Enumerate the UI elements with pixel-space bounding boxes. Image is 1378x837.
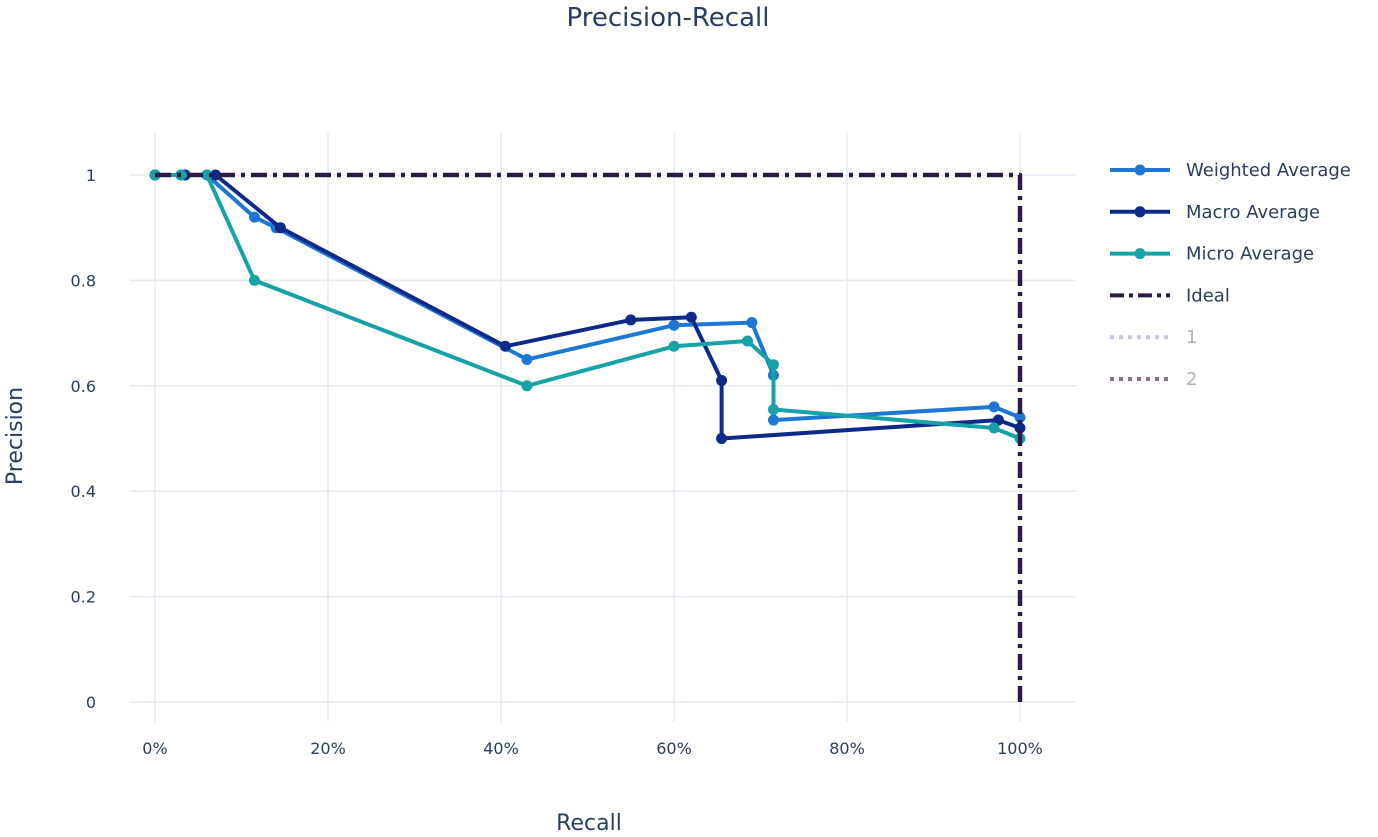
- series-line-micro-average: [155, 173, 1021, 441]
- x-tick-label: 0%: [142, 739, 167, 758]
- data-point-weighted-average: [988, 401, 1000, 413]
- plot-series: [149, 169, 1026, 702]
- y-tick-label: 0.4: [71, 482, 96, 501]
- series-line-macro-average: [155, 173, 1021, 441]
- legend-item-macro-average[interactable]: Macro Average: [1110, 202, 1320, 223]
- y-axis-title: Precision: [3, 387, 28, 485]
- y-tick-label: 0.2: [71, 588, 96, 607]
- legend[interactable]: Weighted Average Macro Average Micro Avera…: [1110, 160, 1351, 390]
- x-tick-label: 60%: [656, 739, 692, 758]
- data-point-micro-average: [668, 340, 680, 352]
- legend-label: Ideal: [1186, 285, 1230, 306]
- y-tick-label: 0.6: [71, 377, 96, 396]
- data-point-micro-average: [742, 335, 754, 347]
- legend-label: 2: [1186, 369, 1197, 390]
- legend-label: Weighted Average: [1186, 160, 1351, 181]
- data-point-macro-average: [210, 169, 222, 181]
- data-point-micro-average: [767, 404, 779, 416]
- x-tick-label: 40%: [483, 739, 519, 758]
- data-point-macro-average: [499, 340, 511, 352]
- legend-marker: [1134, 248, 1146, 260]
- legend-label: 1: [1186, 327, 1197, 348]
- legend-item-weighted-average[interactable]: Weighted Average: [1110, 160, 1351, 181]
- tick-labels: 0% 20% 40% 60% 80% 100% 0 0.2 0.4 0.6 0.8 1: [71, 166, 1043, 758]
- data-point-weighted-average: [668, 319, 680, 331]
- y-tick-label: 0.8: [71, 271, 96, 290]
- data-point-macro-average: [716, 433, 728, 444]
- x-tick-label: 80%: [829, 739, 865, 758]
- legend-label: Macro Average: [1186, 202, 1320, 223]
- data-point-weighted-average: [1014, 411, 1026, 423]
- data-point-macro-average: [274, 222, 286, 234]
- data-point-weighted-average: [248, 211, 260, 223]
- data-point-micro-average: [767, 359, 779, 371]
- data-point-macro-average: [716, 375, 728, 387]
- legend-label: Micro Average: [1186, 244, 1314, 265]
- data-point-micro-average: [988, 422, 1000, 434]
- data-point-micro-average: [248, 274, 260, 286]
- data-point-micro-average: [201, 169, 213, 181]
- series-line-weighted-average: [155, 173, 1021, 423]
- series-line-ideal: [155, 172, 1023, 702]
- data-point-weighted-average: [746, 317, 758, 329]
- data-point-macro-average: [685, 311, 697, 323]
- chart-title: Precision-Recall: [567, 3, 770, 33]
- data-point-macro-average: [625, 314, 637, 326]
- x-tick-label: 20%: [310, 739, 346, 758]
- legend-item-ideal[interactable]: Ideal: [1110, 285, 1230, 306]
- data-point-macro-average: [1014, 422, 1026, 434]
- legend-item-2[interactable]: 2: [1110, 369, 1197, 390]
- data-point-weighted-average: [521, 353, 533, 365]
- legend-marker: [1134, 164, 1146, 176]
- legend-item-1[interactable]: 1: [1110, 327, 1197, 348]
- legend-item-micro-average[interactable]: Micro Average: [1110, 244, 1314, 265]
- data-point-weighted-average: [767, 414, 779, 426]
- y-tick-label: 1: [86, 166, 96, 185]
- x-axis-title: Recall: [556, 811, 622, 836]
- y-tick-label: 0: [86, 693, 96, 712]
- x-tick-label: 100%: [997, 739, 1043, 758]
- legend-marker: [1134, 206, 1146, 218]
- data-point-micro-average: [521, 380, 533, 392]
